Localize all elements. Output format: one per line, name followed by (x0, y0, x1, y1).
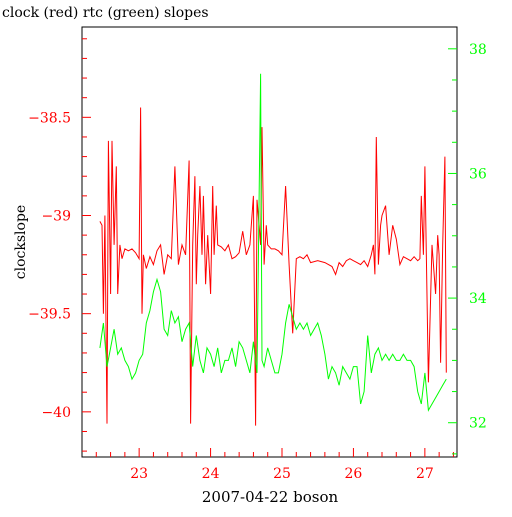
x-tick-label: 26 (345, 466, 363, 482)
y-left-tick-label: −40 (41, 405, 71, 421)
y-right-tick-label: 36 (469, 166, 487, 182)
x-tick-label: 23 (130, 466, 148, 482)
x-tick-label: 24 (202, 466, 220, 482)
y-axis-label: clockslope (13, 205, 29, 279)
x-tick-label: 27 (416, 466, 434, 482)
x-axis-label: 2007-04-22 boson (202, 488, 339, 506)
y-left-tick-label: −39.5 (28, 307, 71, 323)
series-line-clock (99, 107, 447, 426)
y-right-tick-label: 38 (469, 42, 487, 58)
y-left-tick-label: −38.5 (28, 110, 71, 126)
y-right-tick-label: 32 (469, 416, 487, 432)
series-line-rtc (99, 73, 447, 412)
chart-title: clock (red) rtc (green) slopes (2, 5, 209, 21)
y-left-tick-label: −39 (41, 208, 71, 224)
plot-area: 23 24 25 26 27 −38.5 −39 −39.5 −40 32 34 36 38 (28, 26, 487, 482)
x-tick-label: 25 (273, 466, 291, 482)
plot-frame (81, 26, 458, 458)
y-right-tick-label: 34 (469, 291, 487, 307)
